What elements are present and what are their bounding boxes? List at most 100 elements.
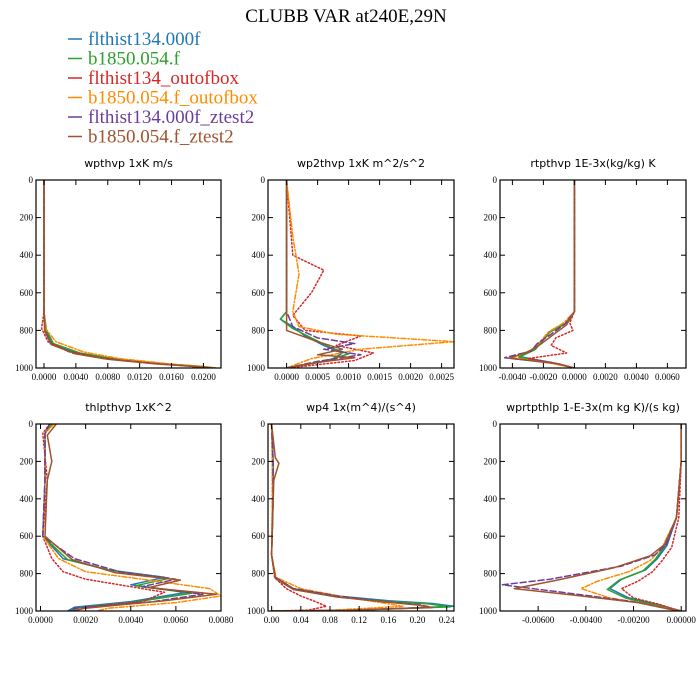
y-tick-label-wp2thvp-2: 400 [252,250,266,260]
y-tick-label-wp4-5: 1000 [247,606,266,616]
y-tick-label-wpthvp-3: 600 [20,288,34,298]
series-line-wpthvp-5 [43,180,213,368]
x-tick-label-wp4-4: 0.16 [380,615,396,625]
series-line-thlpthvp-2 [42,424,166,611]
panel-title-wpthvp: wpthvp 1xK m/s [84,157,173,170]
series-line-wp2thvp-4 [285,180,362,368]
series-group-thlpthvp [42,424,221,611]
x-tick-label-thlpthvp-0: 0.0000 [28,615,53,625]
x-tick-label-wprtpthlp-3: 0.00000 [667,615,697,625]
panel-frame-wp2thvp [267,179,455,369]
x-tick-label-wp4-5: 0.20 [410,615,426,625]
series-line-wp4-4 [270,424,433,611]
panel-frame-wprtpthlp [499,423,687,612]
series-line-thlpthvp-3 [42,424,221,611]
x-tick-label-wpthvp-1: 0.0040 [63,372,88,382]
x-tick-label-wpthvp-5: 0.0200 [191,372,216,382]
y-tick-label-wp4-0: 0 [261,419,266,429]
series-group-wprtpthlp [501,424,682,611]
series-line-wpthvp-2 [40,180,209,368]
y-tick-label-wpthvp-0: 0 [29,175,34,185]
x-tick-label-wp2thvp-5: 0.0025 [429,372,454,382]
y-tick-label-thlpthvp-2: 400 [20,494,34,504]
y-tick-label-rtpthvp-0: 0 [493,175,498,185]
x-tick-label-rtpthvp-2: 0.0000 [562,372,587,382]
series-line-wpthvp-0 [43,180,213,368]
panel-title-thlpthvp: thlpthvp 1xK^2 [85,401,172,414]
series-line-wprtpthlp-4 [501,424,682,611]
y-tick-label-thlpthvp-4: 800 [20,569,34,579]
legend-entry-1: b1850.054.f [88,49,181,70]
y-tick-label-wpthvp-5: 1000 [15,363,34,373]
y-tick-label-wprtpthlp-1: 200 [484,456,498,466]
series-line-thlpthvp-4 [42,424,204,611]
y-tick-label-wp2thvp-3: 600 [252,288,266,298]
series-line-wp4-5 [270,424,433,611]
x-tick-label-wpthvp-0: 0.0000 [32,372,57,382]
legend-entry-3: b1850.054.f_outofbox [88,88,258,109]
x-tick-label-wp4-1: 0.04 [293,615,309,625]
series-line-wprtpthlp-5 [513,424,682,611]
x-tick-label-wp2thvp-2: 0.0010 [336,372,361,382]
series-line-wp2thvp-3 [285,180,454,368]
series-line-wp4-2 [270,424,328,611]
y-tick-label-wp4-4: 800 [252,569,266,579]
x-tick-label-wp4-3: 0.12 [351,615,367,625]
panel-frame-wpthvp [35,179,222,369]
series-group-wpthvp [40,180,217,368]
legend-entry-2: flthist134_outofbox [88,68,239,89]
series-line-wprtpthlp-3 [580,424,682,611]
x-tick-label-wpthvp-3: 0.0120 [127,372,152,382]
legend-entry-5: b1850.054.f_ztest2 [88,127,234,148]
y-tick-label-wp2thvp-0: 0 [261,175,266,185]
panel-frame-wp4 [267,423,455,612]
legend: flthist134.000fb1850.054.fflthist134_out… [68,29,258,148]
panel-frame-rtpthvp [499,179,687,369]
x-tick-label-rtpthvp-5: 0.0060 [655,372,680,382]
x-tick-label-wp2thvp-4: 0.0020 [398,372,423,382]
x-tick-label-rtpthvp-1: -0.0020 [530,372,558,382]
panel-wp2thvp: wp2thvp 1xK m^2/s^2 0 200 400 600 800 1000 0.00… [247,157,455,382]
series-line-wpthvp-3 [43,180,217,368]
y-tick-label-rtpthvp-4: 800 [484,325,498,335]
panel-title-rtpthvp: rtpthvp 1E-3x(kg/kg) K [530,157,656,170]
series-line-wp2thvp-5 [285,180,356,368]
legend-entry-0: flthist134.000f [88,29,201,50]
y-tick-label-wprtpthlp-2: 400 [484,494,498,504]
x-tick-label-thlpthvp-3: 0.0060 [164,615,189,625]
x-tick-label-wpthvp-4: 0.0160 [159,372,184,382]
y-tick-label-thlpthvp-1: 200 [20,456,34,466]
series-line-wp4-0 [270,424,454,611]
panel-title-wp2thvp: wp2thvp 1xK m^2/s^2 [297,157,425,170]
series-line-rtpthvp-2 [527,180,576,368]
x-tick-label-wprtpthlp-1: -0.00400 [570,615,603,625]
x-tick-label-rtpthvp-3: 0.0020 [593,372,618,382]
y-tick-label-rtpthvp-3: 600 [484,288,498,298]
x-tick-label-rtpthvp-0: -0.0040 [499,372,527,382]
series-line-thlpthvp-5 [44,424,218,611]
legend-entry-4: flthist134.000f_ztest2 [88,107,254,128]
y-tick-label-wpthvp-1: 200 [20,213,34,223]
y-tick-label-wp2thvp-4: 800 [252,325,266,335]
x-tick-label-wprtpthlp-2: -0.00200 [617,615,650,625]
y-tick-label-wpthvp-4: 800 [20,325,34,335]
series-line-wpthvp-4 [43,180,209,368]
y-tick-label-wprtpthlp-0: 0 [493,419,498,429]
series-line-wprtpthlp-0 [608,424,682,611]
y-tick-label-wpthvp-2: 400 [20,250,34,260]
series-group-rtpthvp [503,180,576,368]
series-line-wpthvp-1 [43,180,217,368]
series-line-rtpthvp-5 [508,180,576,368]
panel-wprtpthlp: wprtpthlp 1-E-3x(m kg K)/(s kg) 0 200 400 60… [479,401,696,625]
series-group-wp4 [270,424,454,611]
series-line-wp4-3 [270,424,404,611]
chart-title: CLUBB VAR at240E,29N [245,6,447,27]
y-tick-label-rtpthvp-2: 400 [484,250,498,260]
panel-title-wp4: wp4 1x(m^4)/(s^4) [306,401,416,414]
y-tick-label-rtpthvp-1: 200 [484,213,498,223]
panel-rtpthvp: rtpthvp 1E-3x(kg/kg) K02004006008001000-… [479,157,687,382]
